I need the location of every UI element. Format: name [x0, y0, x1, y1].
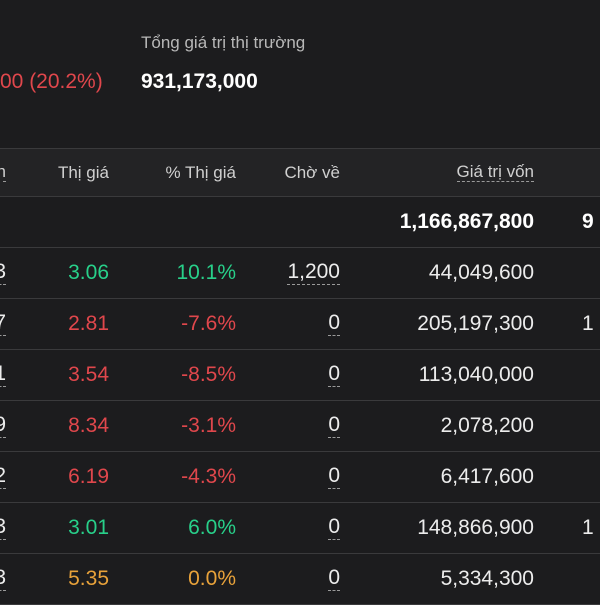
table-row[interactable]: 3 3.06 10.1% 1,200 44,049,600 — [0, 248, 600, 299]
pending-cell[interactable]: 0 — [328, 311, 340, 336]
price-cell: 3.54 — [68, 363, 109, 386]
symbol-fragment[interactable]: 3 — [0, 503, 6, 553]
pending-cell[interactable]: 0 — [328, 362, 340, 387]
header-pending[interactable]: Chờ về — [284, 162, 340, 182]
profit-loss-value: 00 (20.2%) — [0, 70, 103, 93]
symbol-fragment[interactable]: 7 — [0, 299, 6, 349]
total-row: 1,166,867,800 9 — [0, 197, 600, 248]
market-value: 931,173,000 — [141, 70, 258, 93]
pending-cell[interactable]: 0 — [328, 413, 340, 438]
pct-price-cell: -4.3% — [181, 465, 236, 488]
total-cost-value: 1,166,867,800 — [399, 210, 534, 233]
table-row[interactable]: 2 6.19 -4.3% 0 6,417,600 — [0, 452, 600, 503]
pct-price-cell: -8.5% — [181, 363, 236, 386]
price-cell: 8.34 — [68, 414, 109, 437]
pending-cell[interactable]: 0 — [328, 515, 340, 540]
price-cell: 5.35 — [68, 567, 109, 590]
table-row[interactable]: 7 2.81 -7.6% 0 205,197,300 1 — [0, 299, 600, 350]
next-column-fragment: 1 — [582, 516, 594, 539]
header-cost-value[interactable]: Giá trị vốn — [456, 162, 534, 182]
table-row[interactable]: 9 8.34 -3.1% 0 2,078,200 — [0, 401, 600, 452]
pct-price-cell: 10.1% — [176, 261, 236, 284]
cost-value-cell: 44,049,600 — [428, 261, 534, 284]
cost-value-cell: 148,866,900 — [417, 516, 534, 539]
next-column-fragment — [582, 401, 600, 451]
table-row[interactable]: 1 3.54 -8.5% 0 113,040,000 — [0, 350, 600, 401]
table-row[interactable]: 3 3.01 6.0% 0 148,866,900 1 — [0, 503, 600, 554]
table-row[interactable]: 3 5.35 0.0% 0 5,334,300 — [0, 554, 600, 605]
market-value-label: Tổng giá trị thị trường — [141, 33, 306, 52]
header-price[interactable]: Thị giá — [57, 162, 109, 182]
symbol-fragment[interactable]: 2 — [0, 452, 6, 502]
header-pct-price[interactable]: % Thị giá — [165, 162, 236, 182]
symbol-fragment[interactable]: 3 — [0, 554, 6, 604]
price-cell: 6.19 — [68, 465, 109, 488]
price-cell: 3.01 — [68, 516, 109, 539]
cost-value-cell: 205,197,300 — [417, 312, 534, 335]
pct-price-cell: -7.6% — [181, 312, 236, 335]
price-cell: 2.81 — [68, 312, 109, 335]
next-column-fragment — [582, 554, 600, 604]
pct-price-cell: 0.0% — [188, 567, 236, 590]
pending-cell[interactable]: 0 — [328, 566, 340, 591]
portfolio-summary: 00 (20.2%) Tổng giá trị thị trường 931,1… — [0, 0, 600, 148]
cost-value-cell: 5,334,300 — [440, 567, 534, 590]
table-header: n Thị giá % Thị giá Chờ về Giá trị vốn — [0, 148, 600, 197]
pending-cell[interactable]: 0 — [328, 464, 340, 489]
pct-price-cell: -3.1% — [181, 414, 236, 437]
pending-cell[interactable]: 1,200 — [287, 260, 340, 285]
next-column-fragment — [582, 248, 600, 298]
next-column-fragment — [582, 350, 600, 400]
holdings-table: n Thị giá % Thị giá Chờ về Giá trị vốn 1… — [0, 148, 600, 605]
symbol-fragment[interactable]: 1 — [0, 350, 6, 400]
total-next-fragment: 9 — [582, 210, 594, 233]
symbol-fragment[interactable]: 3 — [0, 248, 6, 298]
price-cell: 3.06 — [68, 261, 109, 284]
symbol-fragment[interactable]: 9 — [0, 401, 6, 451]
next-column-fragment: 1 — [582, 312, 594, 335]
header-symbol[interactable]: n — [0, 149, 6, 196]
cost-value-cell: 2,078,200 — [440, 414, 534, 437]
next-column-fragment — [582, 452, 600, 502]
pct-price-cell: 6.0% — [188, 516, 236, 539]
cost-value-cell: 6,417,600 — [440, 465, 534, 488]
cost-value-cell: 113,040,000 — [418, 363, 534, 386]
